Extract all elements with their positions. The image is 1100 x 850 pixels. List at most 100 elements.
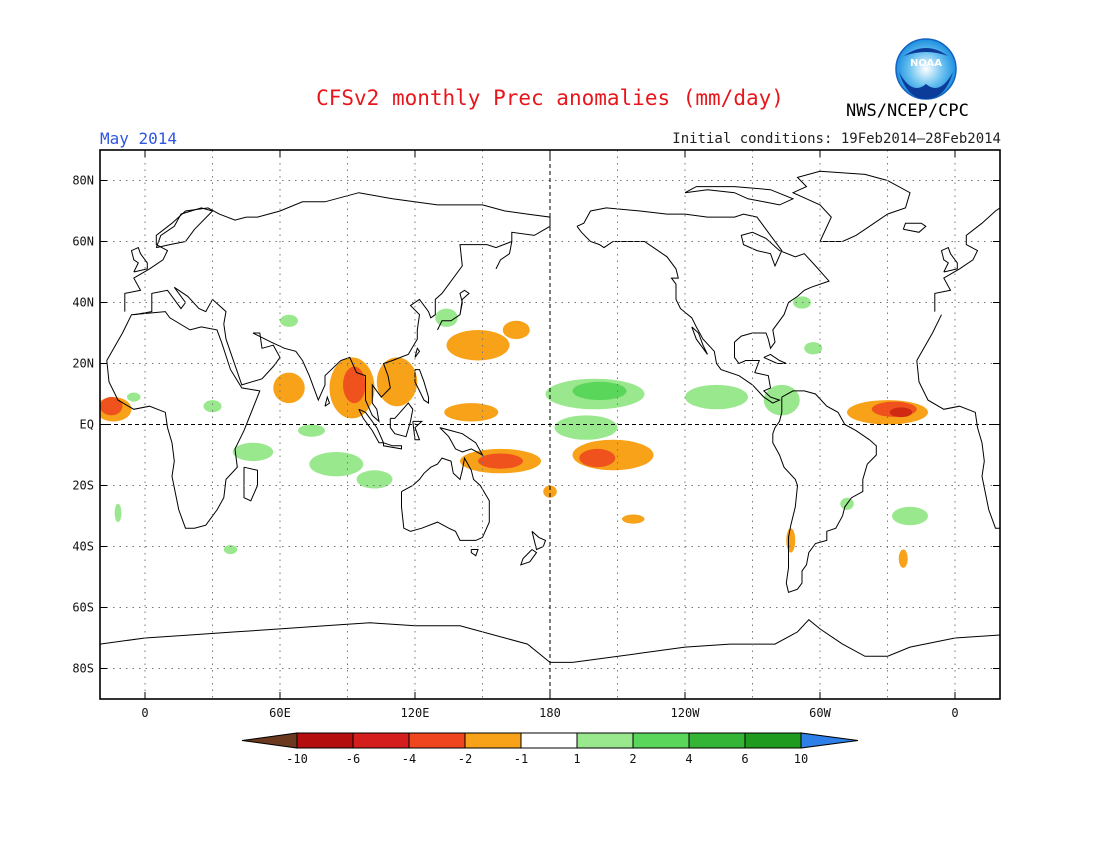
anomaly-east-africa-green: [232, 442, 274, 462]
coast-philippines: [414, 369, 429, 405]
anomaly-s-africa-green: [114, 503, 122, 523]
coast-south-america: [772, 390, 877, 593]
lat-label-80S: 80S: [72, 662, 94, 676]
anomaly-atlantic-itcz-dark: [889, 407, 913, 418]
coast-borneo: [389, 402, 414, 438]
coastlines: [100, 170, 1000, 663]
coast-sumatra: [358, 408, 385, 444]
coast-scandinavia: [155, 207, 214, 249]
colorbar-high-arrow: [800, 732, 859, 749]
anomaly-indian-ocean-green: [309, 451, 364, 477]
anomaly-andes-south: [786, 528, 796, 553]
anomaly-s-indian-green: [223, 544, 238, 555]
forecast-month: May 2014: [100, 129, 178, 148]
colorbar-label: -1: [514, 752, 528, 766]
anomaly-arabia-green: [280, 314, 298, 327]
coast-madagascar: [243, 466, 258, 502]
anomaly-central-pacific-core: [579, 448, 616, 468]
coast-mediterranean: [133, 286, 227, 324]
anomaly-south-pacific-dots: [622, 514, 645, 524]
noaa-logo-text: NOAA: [910, 58, 942, 69]
lon-label-60E: 60E: [269, 706, 291, 720]
lat-label-20S: 20S: [72, 479, 94, 493]
coast-north-america: [576, 207, 830, 404]
coast-britain-repeat: [940, 246, 958, 273]
anomaly-east-pacific-green: [685, 384, 748, 410]
coast-java: [383, 442, 402, 450]
anomaly-sahel-green: [203, 400, 222, 413]
lat-label-40S: 40S: [72, 540, 94, 554]
coast-cuba: [763, 353, 787, 364]
coast-greenland: [791, 170, 911, 242]
anomaly-indian-ocean-green-2: [356, 470, 393, 489]
anomaly-pacific-eq-green-core: [572, 381, 627, 401]
coast-korea-taiwan: [414, 347, 421, 358]
colorbar-label: 2: [629, 752, 636, 766]
anomaly-south-atlantic: [898, 549, 908, 568]
coast-antarctica: [100, 619, 1000, 663]
anomaly-japan-green: [435, 308, 458, 327]
colorbar-swatch: [744, 732, 802, 749]
colorbar-label: 4: [685, 752, 692, 766]
anomaly-nw-pacific-east: [502, 320, 530, 340]
coast-new-guinea: [439, 427, 484, 457]
axis-ticks: 80N 60N 40N 20N EQ 20S 40S 60S 80S 0 60E 120E 180 120…: [72, 150, 1000, 720]
coast-europe: [124, 207, 247, 312]
colorbar-label: 10: [794, 752, 808, 766]
lon-label-120W: 120W: [671, 706, 701, 720]
colorbar-swatch: [464, 732, 522, 749]
anomaly-gulf-green: [804, 342, 823, 355]
coast-iceland: [902, 222, 927, 233]
anomaly-west-indian-green: [298, 424, 325, 437]
initial-conditions: Initial conditions: 19Feb2014–28Feb2014: [672, 131, 1001, 147]
colorbar-label: 6: [741, 752, 748, 766]
coast-britain: [130, 246, 148, 273]
coast-kamchatka: [495, 241, 513, 270]
precip-anomaly-layer: [100, 296, 928, 568]
coast-baja: [691, 326, 708, 355]
coast-australia: [401, 456, 490, 541]
noaa-logo: NOAA: [895, 38, 957, 100]
lon-label-120E: 120E: [401, 706, 430, 720]
colorbar-swatch: [576, 732, 634, 749]
lat-label-60N: 60N: [72, 235, 94, 249]
lat-label-20N: 20N: [72, 357, 94, 371]
colorbar-label: -2: [458, 752, 472, 766]
anomaly-new-guinea-core: [478, 453, 523, 469]
colorbar-swatch: [296, 732, 354, 749]
coast-africa: [106, 311, 261, 529]
lon-label-0: 0: [141, 706, 148, 720]
colorbar-swatch: [352, 732, 410, 749]
coast-sri-lanka: [324, 395, 331, 407]
anomaly-arabian-sea: [273, 372, 305, 404]
coast-europe-repeat: [934, 207, 1000, 312]
lat-label-60S: 60S: [72, 601, 94, 615]
lon-label-180: 180: [539, 706, 561, 720]
lat-label-40N: 40N: [72, 296, 94, 310]
coast-japan: [437, 289, 470, 331]
map-title: CFSv2 monthly Prec anomalies (mm/day): [316, 86, 784, 110]
colorbar-label: -10: [286, 752, 308, 766]
anomaly-pacific-sq-green: [554, 415, 618, 440]
colorbar-swatch: [520, 732, 578, 749]
agency-label: NWS/NCEP/CPC: [846, 101, 969, 121]
colorbar-swatch: [408, 732, 466, 749]
anomaly-bay-of-bengal-core: [343, 366, 366, 404]
lon-label-60W: 60W: [809, 706, 831, 720]
colorbar-label: -6: [346, 752, 360, 766]
colorbar-swatch: [632, 732, 690, 749]
lat-label-80N: 80N: [72, 174, 94, 188]
colorbar-swatch: [688, 732, 746, 749]
colorbar-label: 1: [573, 752, 580, 766]
anomaly-philippine-sea: [446, 329, 510, 361]
anomaly-west-africa-core: [100, 397, 123, 416]
coast-africa-repeat: [916, 314, 1000, 529]
colorbar-low-arrow: [241, 732, 298, 749]
anomaly-nw-pacific-dot: [543, 485, 557, 498]
anomaly-s-atlantic-green: [892, 506, 928, 526]
anomaly-south-china-sea: [376, 357, 418, 407]
anomaly-west-pacific-eq: [444, 403, 499, 422]
anomaly-west-africa-green: [127, 392, 141, 402]
lat-label-EQ: EQ: [80, 418, 94, 432]
